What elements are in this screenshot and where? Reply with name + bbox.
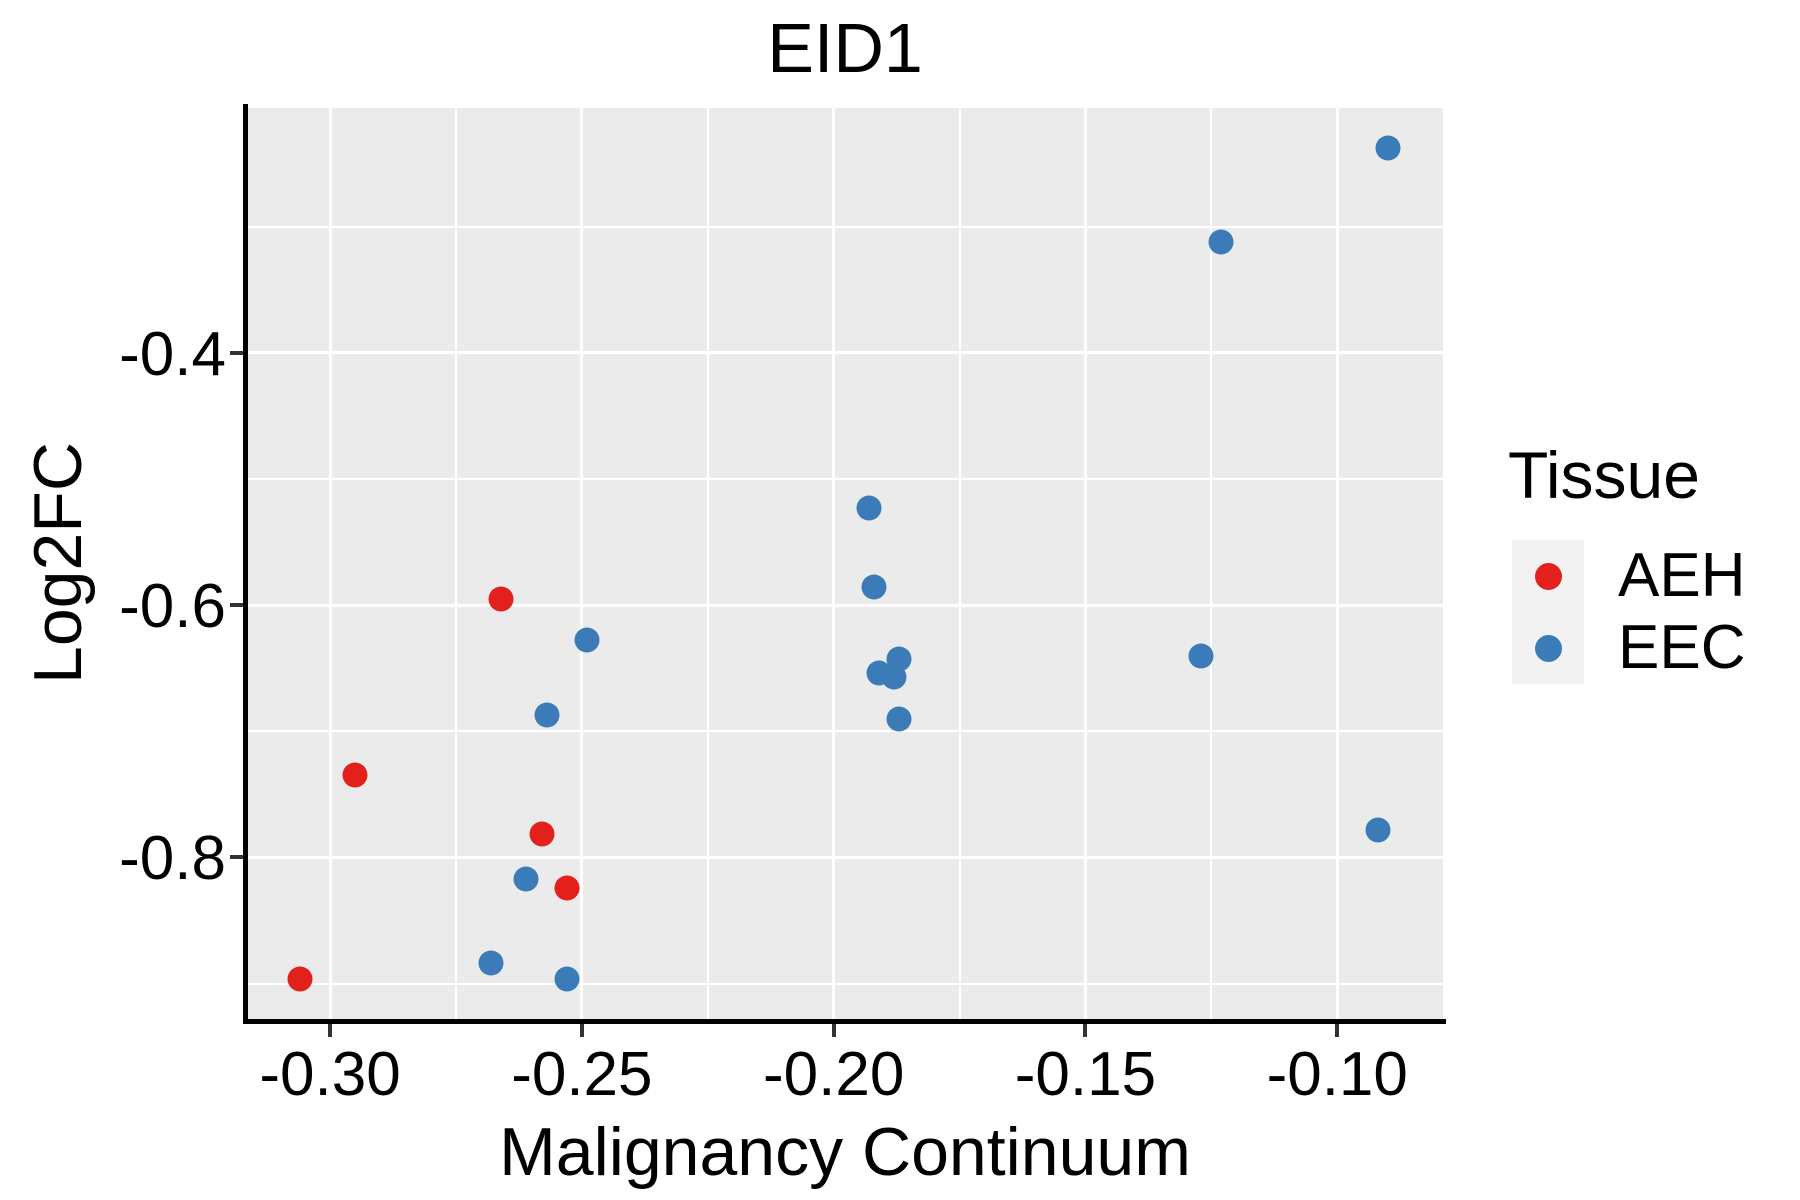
data-point-aeh — [342, 762, 368, 788]
gridline-y-major — [247, 855, 1443, 859]
data-point-eec — [856, 495, 882, 521]
gridline-y-minor — [247, 982, 1443, 985]
x-tick-label: -0.25 — [511, 1040, 653, 1109]
legend-swatch-eec-icon — [1534, 634, 1562, 662]
y-tick-mark — [230, 855, 243, 860]
plot-panel — [247, 108, 1443, 1019]
gridline-y-minor — [247, 477, 1443, 480]
data-point-eec — [478, 950, 504, 976]
y-tick-label: -0.6 — [119, 572, 226, 642]
x-tick-label: -0.20 — [762, 1040, 905, 1109]
legend-item-aeh: AEH — [1512, 540, 1745, 612]
gridline-x-major — [580, 108, 584, 1019]
y-tick-label: -0.4 — [119, 319, 226, 389]
data-point-eec — [861, 574, 887, 600]
x-axis-label: Malignancy Continuum — [499, 1114, 1191, 1190]
legend: AEH EEC — [1512, 540, 1745, 684]
data-point-aeh — [488, 586, 514, 612]
x-axis-line — [243, 1019, 1446, 1024]
x-tick-mark — [328, 1024, 333, 1037]
y-tick-mark — [230, 603, 243, 608]
legend-key — [1512, 540, 1584, 612]
gridline-x-major — [832, 108, 836, 1019]
y-tick-mark — [230, 350, 243, 355]
x-tick-mark — [1083, 1024, 1088, 1037]
data-point-eec — [1188, 643, 1214, 669]
data-point-aeh — [287, 966, 313, 992]
legend-item-eec: EEC — [1512, 612, 1745, 684]
data-point-eec — [534, 702, 560, 728]
legend-item-label: EEC — [1618, 613, 1746, 682]
gridline-x-minor — [958, 108, 961, 1019]
gridline-x-major — [1083, 108, 1087, 1019]
gridline-x-minor — [1210, 108, 1213, 1019]
data-point-eec — [513, 866, 539, 892]
data-point-eec — [1375, 135, 1401, 161]
x-tick-label: -0.30 — [259, 1040, 401, 1109]
gridline-y-minor — [247, 225, 1443, 228]
legend-title: Tissue — [1508, 438, 1700, 512]
data-point-eec — [554, 966, 580, 992]
x-tick-label: -0.10 — [1266, 1040, 1408, 1109]
gridline-x-major — [1335, 108, 1339, 1019]
legend-key — [1512, 612, 1584, 684]
data-point-eec — [574, 627, 600, 653]
data-point-eec — [886, 706, 912, 732]
y-axis-label: Log2FC — [20, 442, 96, 684]
legend-item-label: AEH — [1618, 541, 1746, 610]
data-point-aeh — [554, 875, 580, 901]
legend-swatch-aeh-icon — [1534, 562, 1562, 590]
gridline-y-major — [247, 351, 1443, 355]
gridline-x-minor — [706, 108, 709, 1019]
x-tick-mark — [831, 1024, 836, 1037]
data-point-eec — [1208, 229, 1234, 255]
data-point-eec — [881, 664, 907, 690]
gridline-x-minor — [454, 108, 457, 1019]
x-tick-mark — [1335, 1024, 1340, 1037]
data-point-aeh — [529, 821, 555, 847]
gridline-x-major — [328, 108, 332, 1019]
gridline-y-minor — [247, 730, 1443, 733]
gridline-y-major — [247, 603, 1443, 607]
x-tick-mark — [579, 1024, 584, 1037]
data-point-eec — [1365, 817, 1391, 843]
y-axis-line — [243, 104, 248, 1023]
x-tick-label: -0.15 — [1014, 1040, 1157, 1109]
y-tick-label: -0.8 — [119, 824, 226, 894]
plot-title: EID1 — [767, 9, 923, 87]
